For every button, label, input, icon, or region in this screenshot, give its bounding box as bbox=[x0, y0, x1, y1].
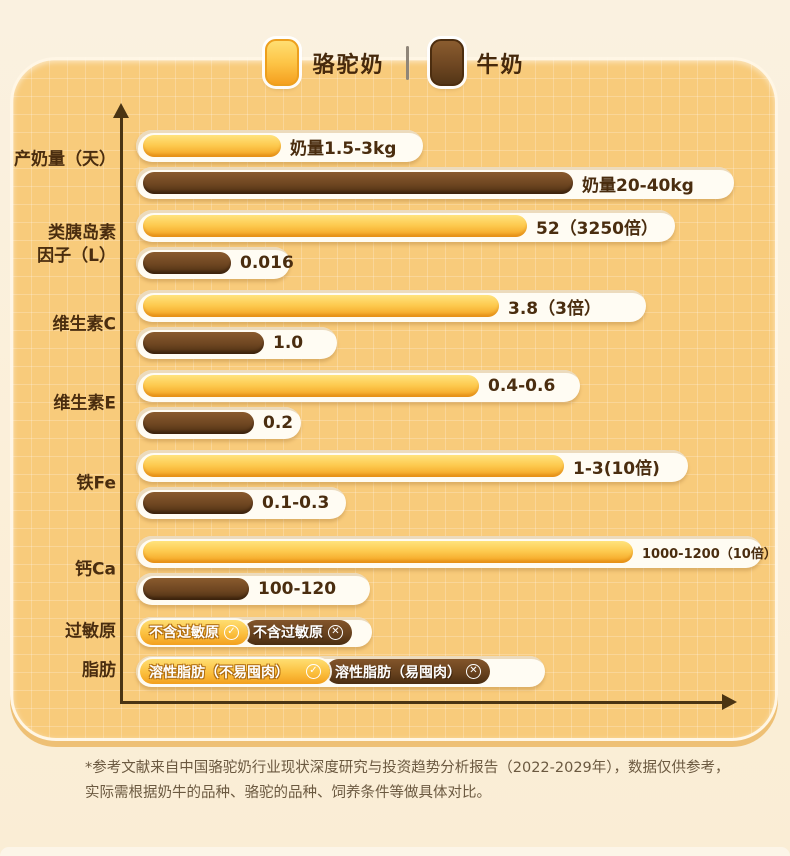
camel-allergen-badge: 不含过敏原 ✓ bbox=[140, 619, 248, 645]
bar-value: 1000-1200（10倍） bbox=[642, 546, 777, 562]
footnote: *参考文献来自中国骆驼奶行业现状深度研究与投资趋势分析报告（2022-2029年… bbox=[85, 756, 730, 805]
x-axis bbox=[120, 701, 724, 704]
footnote-line2: 实际需根据奶牛的品种、骆驼的品种、饲养条件等做具体对比。 bbox=[85, 784, 491, 801]
category-label-insulin-factor: 类胰岛素 因子（L） bbox=[37, 223, 116, 266]
category-label-vitamin-e: 维生素E bbox=[53, 393, 116, 414]
bar-value: 1-3(10倍) bbox=[573, 458, 660, 479]
legend-camel-label: 骆驼奶 bbox=[312, 52, 385, 78]
y-axis bbox=[120, 116, 123, 704]
x-circle-icon: ✕ bbox=[466, 664, 481, 679]
legend: 骆驼奶 牛奶 bbox=[0, 39, 790, 86]
badge-label: 不含过敏原 bbox=[253, 625, 323, 641]
cow-bar bbox=[143, 412, 254, 434]
x-circle-icon: ✕ bbox=[328, 624, 343, 640]
x-axis-arrow-icon bbox=[722, 694, 737, 710]
category-label-vitamin-c: 维生素C bbox=[52, 314, 116, 335]
bar-row: 52（3250倍） bbox=[136, 210, 675, 242]
category-label-milk-yield: 产奶量（天） bbox=[14, 149, 116, 170]
bar-row: 0.1-0.3 bbox=[136, 487, 346, 519]
bar-value: 0.4-0.6 bbox=[488, 376, 556, 396]
cow-bar bbox=[143, 252, 231, 274]
camel-bar bbox=[143, 215, 527, 237]
cow-milk-swatch-icon bbox=[429, 39, 464, 86]
cow-fat-badge: 溶性脂肪（易囤肉） ✕ bbox=[326, 659, 490, 684]
bar-value: 奶量20-40kg bbox=[582, 175, 694, 196]
bar-value: 3.8（3倍） bbox=[508, 298, 601, 319]
bar-row: 1.0 bbox=[136, 327, 337, 359]
legend-cow-label: 牛奶 bbox=[476, 52, 525, 78]
bar-row: 0.4-0.6 bbox=[136, 370, 580, 402]
camel-bar bbox=[143, 375, 479, 397]
badge-label: 溶性脂肪（不易囤肉） bbox=[149, 664, 289, 681]
bar-row: 奶量1.5-3kg bbox=[136, 130, 423, 162]
bar-value: 0.1-0.3 bbox=[262, 493, 330, 513]
category-label-fat: 脂肪 bbox=[82, 660, 116, 681]
category-label-allergen: 过敏原 bbox=[65, 621, 116, 642]
category-label-iron: 铁Fe bbox=[76, 473, 116, 494]
bar-value: 奶量1.5-3kg bbox=[290, 138, 397, 159]
footnote-line1: *参考文献来自中国骆驼奶行业现状深度研究与投资趋势分析报告（2022-2029年… bbox=[85, 760, 730, 776]
camel-bar bbox=[143, 295, 499, 317]
cow-bar bbox=[143, 578, 249, 600]
check-circle-icon: ✓ bbox=[224, 624, 239, 640]
camel-bar bbox=[143, 541, 633, 563]
bar-value: 0.2 bbox=[263, 413, 294, 433]
cow-bar bbox=[143, 172, 573, 194]
bar-value: 1.0 bbox=[273, 333, 304, 353]
bar-value: 100-120 bbox=[258, 579, 337, 599]
bar-row: 1000-1200（10倍） bbox=[136, 536, 777, 568]
bottom-strip bbox=[0, 847, 790, 856]
bar-row: 3.8（3倍） bbox=[136, 290, 646, 322]
badge-label: 不含过敏原 bbox=[149, 625, 219, 641]
bar-row: 0.016 bbox=[136, 247, 294, 279]
badge-row-allergen: 不含过敏原 ✓ 不含过敏原 ✕ bbox=[136, 617, 372, 647]
legend-divider bbox=[405, 45, 409, 80]
camel-bar bbox=[143, 135, 281, 157]
badge-row-fat: 溶性脂肪（不易囤肉） ✓ 溶性脂肪（易囤肉） ✕ bbox=[136, 656, 545, 687]
bar-row: 1-3(10倍) bbox=[136, 450, 688, 482]
camel-fat-badge: 溶性脂肪（不易囤肉） ✓ bbox=[140, 659, 330, 684]
bar-value: 0.016 bbox=[240, 253, 294, 273]
y-axis-arrow-icon bbox=[113, 103, 129, 118]
badge-label: 溶性脂肪（易囤肉） bbox=[335, 664, 461, 681]
check-circle-icon: ✓ bbox=[306, 664, 321, 679]
bar-row: 0.2 bbox=[136, 407, 301, 439]
bar-row: 100-120 bbox=[136, 573, 370, 605]
cow-bar bbox=[143, 332, 264, 354]
bar-row: 奶量20-40kg bbox=[136, 167, 734, 199]
camel-milk-swatch-icon bbox=[265, 39, 300, 86]
cow-bar bbox=[143, 492, 253, 514]
category-label-calcium: 钙Ca bbox=[75, 559, 116, 580]
cow-allergen-badge: 不含过敏原 ✕ bbox=[244, 619, 352, 645]
camel-bar bbox=[143, 455, 564, 477]
bar-value: 52（3250倍） bbox=[536, 218, 658, 239]
